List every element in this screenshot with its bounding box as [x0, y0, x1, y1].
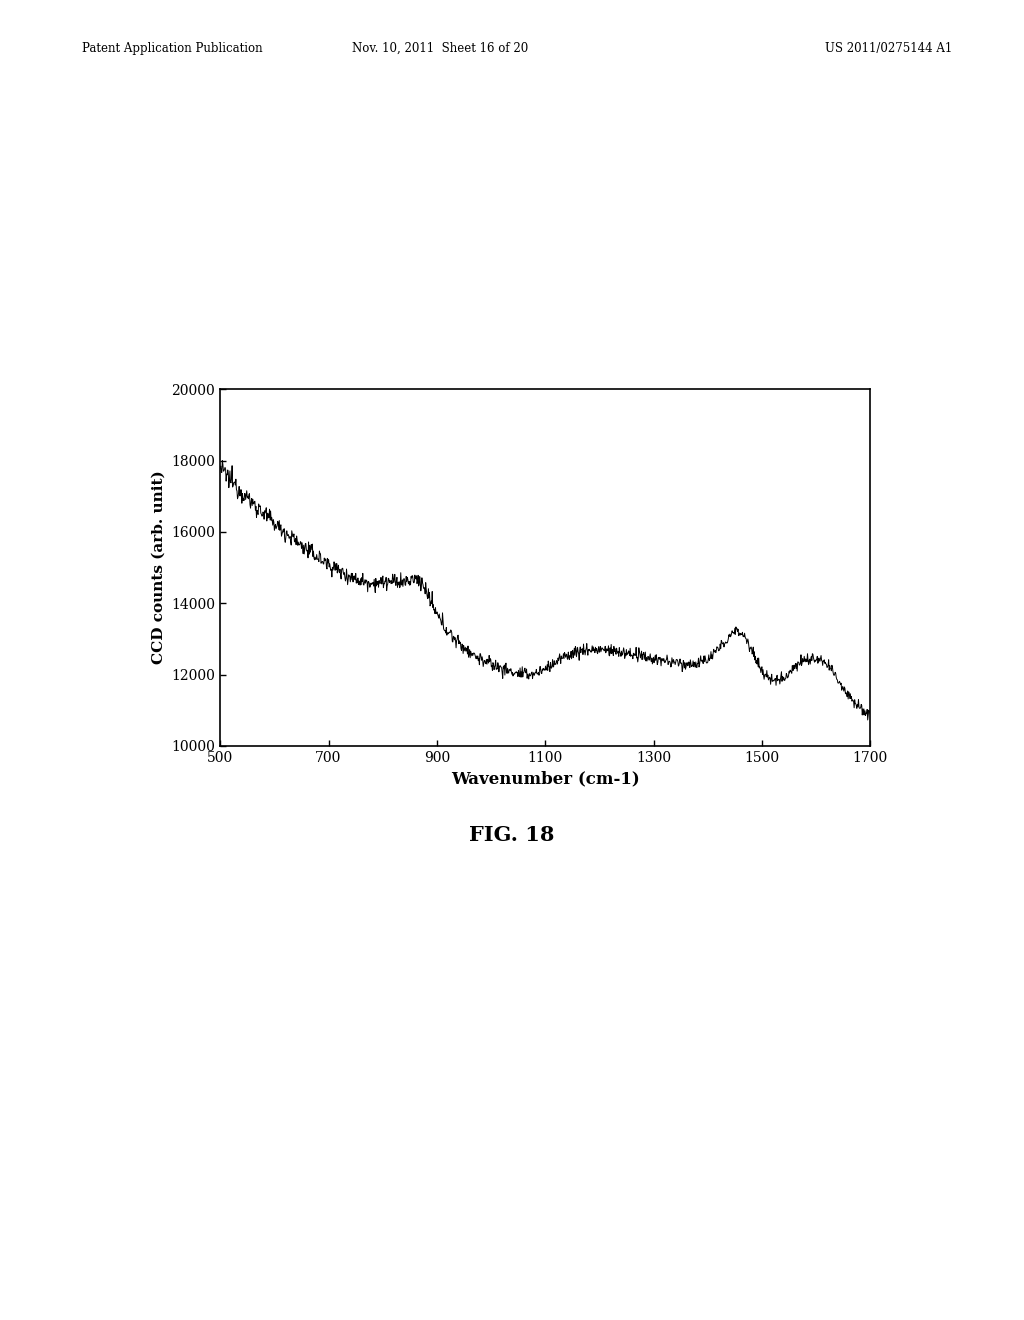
X-axis label: Wavenumber (cm-1): Wavenumber (cm-1) [451, 770, 640, 787]
Text: US 2011/0275144 A1: US 2011/0275144 A1 [825, 42, 952, 55]
Text: FIG. 18: FIG. 18 [469, 825, 555, 845]
Y-axis label: CCD counts (arb. unit): CCD counts (arb. unit) [152, 471, 166, 664]
Text: Nov. 10, 2011  Sheet 16 of 20: Nov. 10, 2011 Sheet 16 of 20 [352, 42, 528, 55]
Text: Patent Application Publication: Patent Application Publication [82, 42, 262, 55]
